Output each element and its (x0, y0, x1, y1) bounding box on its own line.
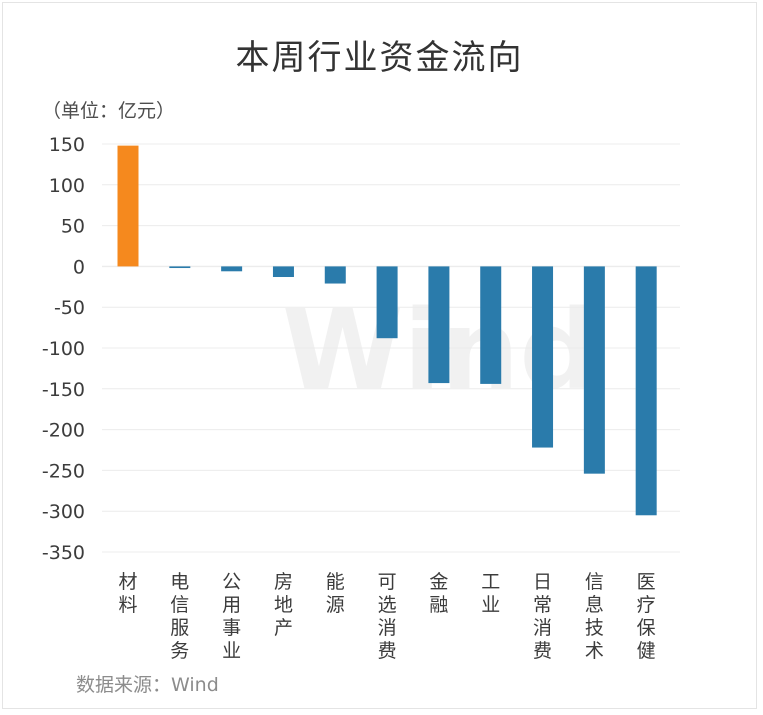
x-category-label: 电信服务 (170, 571, 189, 662)
y-tick-label: 150 (49, 134, 85, 156)
x-category-label: 金融 (429, 571, 448, 616)
source-note: 数据来源：Wind (76, 674, 219, 696)
bars (117, 145, 657, 516)
bar-7 (428, 266, 450, 384)
y-tick-label: -300 (42, 501, 85, 523)
bar-8 (480, 266, 502, 384)
bar-4 (272, 266, 294, 278)
y-tick-label: -250 (42, 460, 85, 482)
bar-11 (635, 266, 657, 516)
x-category-label: 能源 (326, 571, 345, 616)
x-category-label: 材料 (118, 571, 137, 616)
bar-10 (583, 266, 605, 474)
y-tick-label: -50 (54, 297, 85, 319)
y-tick-label: -200 (42, 420, 85, 442)
x-category-label: 信息技术 (585, 571, 604, 662)
bar-1 (117, 145, 139, 267)
unit-label: （单位：亿元） (42, 100, 176, 122)
y-tick-label: -150 (42, 379, 85, 401)
bar-6 (376, 266, 398, 339)
x-category-label: 日常消费 (533, 571, 552, 662)
y-tick-label: -350 (42, 542, 85, 564)
bar-5 (324, 266, 346, 284)
y-tick-label: 100 (49, 175, 85, 197)
y-tick-label: -100 (42, 338, 85, 360)
x-category-label: 工业 (481, 571, 500, 616)
bar-9 (532, 266, 554, 448)
chart-frame (2, 2, 757, 709)
x-category-label: 可选消费 (378, 571, 397, 662)
bar-3 (221, 266, 243, 272)
chart-title: 本周行业资金流向 (235, 38, 524, 78)
y-tick-label: 0 (73, 256, 85, 278)
x-category-label: 公用事业 (222, 571, 241, 662)
bar-2 (169, 266, 191, 269)
y-tick-label: 50 (61, 216, 85, 238)
x-category-label: 房地产 (274, 571, 293, 639)
x-category-label: 医疗保健 (637, 571, 656, 662)
y-axis-ticks: 150 100 50 0 -50 -100 -150 -200 -250 -300 -350 (42, 134, 85, 564)
